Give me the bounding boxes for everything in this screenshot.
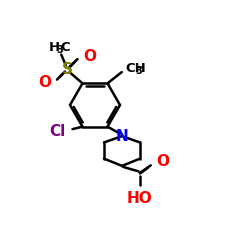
Text: O: O <box>156 154 169 169</box>
Text: O: O <box>38 75 51 90</box>
Text: Cl: Cl <box>49 124 66 139</box>
Text: S: S <box>62 62 72 77</box>
Text: O: O <box>84 48 96 64</box>
Text: C: C <box>60 41 70 54</box>
Text: CH: CH <box>125 62 146 75</box>
Text: 3: 3 <box>136 66 142 76</box>
Text: 3: 3 <box>56 45 63 55</box>
Text: HO: HO <box>127 191 153 206</box>
Text: N: N <box>116 129 128 144</box>
Text: H: H <box>49 41 60 54</box>
